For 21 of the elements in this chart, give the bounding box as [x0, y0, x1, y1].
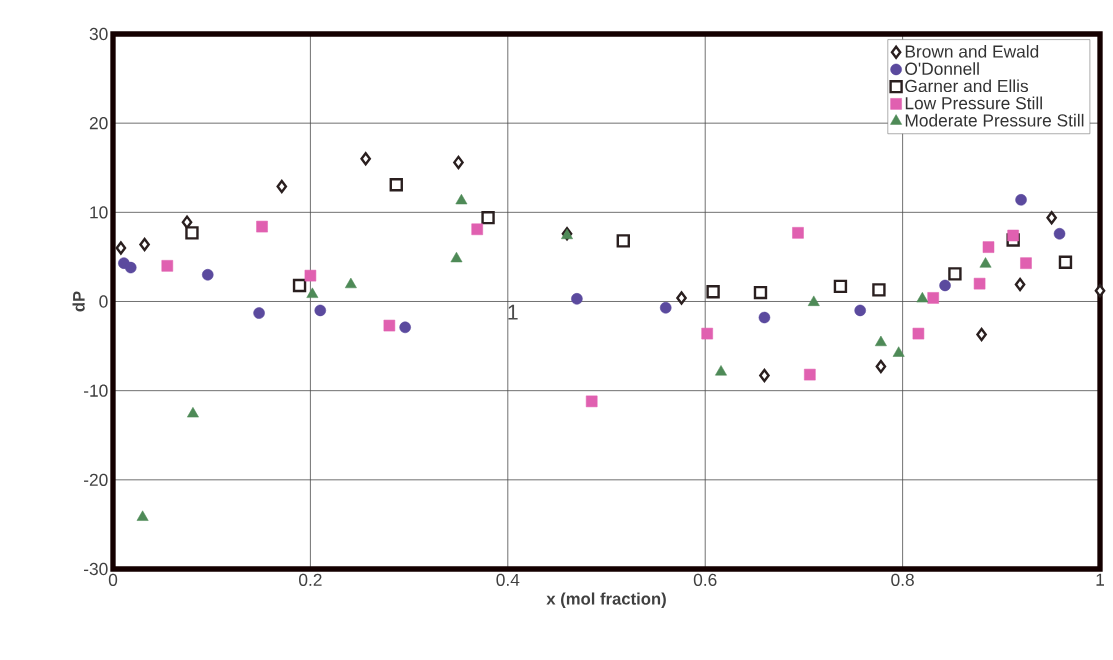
x-tick-label: 0.8 — [891, 573, 914, 586]
x-tick-label: 0.2 — [299, 573, 322, 586]
x-tick-label: 0.4 — [496, 573, 520, 586]
y-tick-label: 30 — [89, 27, 108, 41]
legend-label: O'Donnell — [905, 62, 979, 75]
legend-label: Low Pressure Still — [905, 96, 1042, 110]
y-tick-label: 0 — [99, 295, 108, 308]
y-tick-label: 10 — [90, 206, 108, 219]
y-tick-label: 20 — [89, 117, 108, 130]
y-tick-label: -10 — [84, 384, 108, 397]
y-tick-label: -20 — [84, 473, 108, 486]
y-tick-label: -30 — [84, 562, 108, 576]
x-tick-label: 0.6 — [693, 573, 717, 586]
x-tick-label: 1 — [1096, 573, 1104, 586]
x-tick-label: 0 — [108, 573, 118, 586]
annotation: 1 — [508, 304, 518, 320]
x-axis-title: x (mol fraction) — [546, 592, 666, 608]
legend-label: Garner and Ellis — [905, 79, 1029, 93]
legend-label: Moderate Pressure Still — [905, 113, 1084, 127]
y-axis-title: dP — [72, 291, 85, 312]
legend-label: Brown and Ewald — [905, 44, 1039, 58]
